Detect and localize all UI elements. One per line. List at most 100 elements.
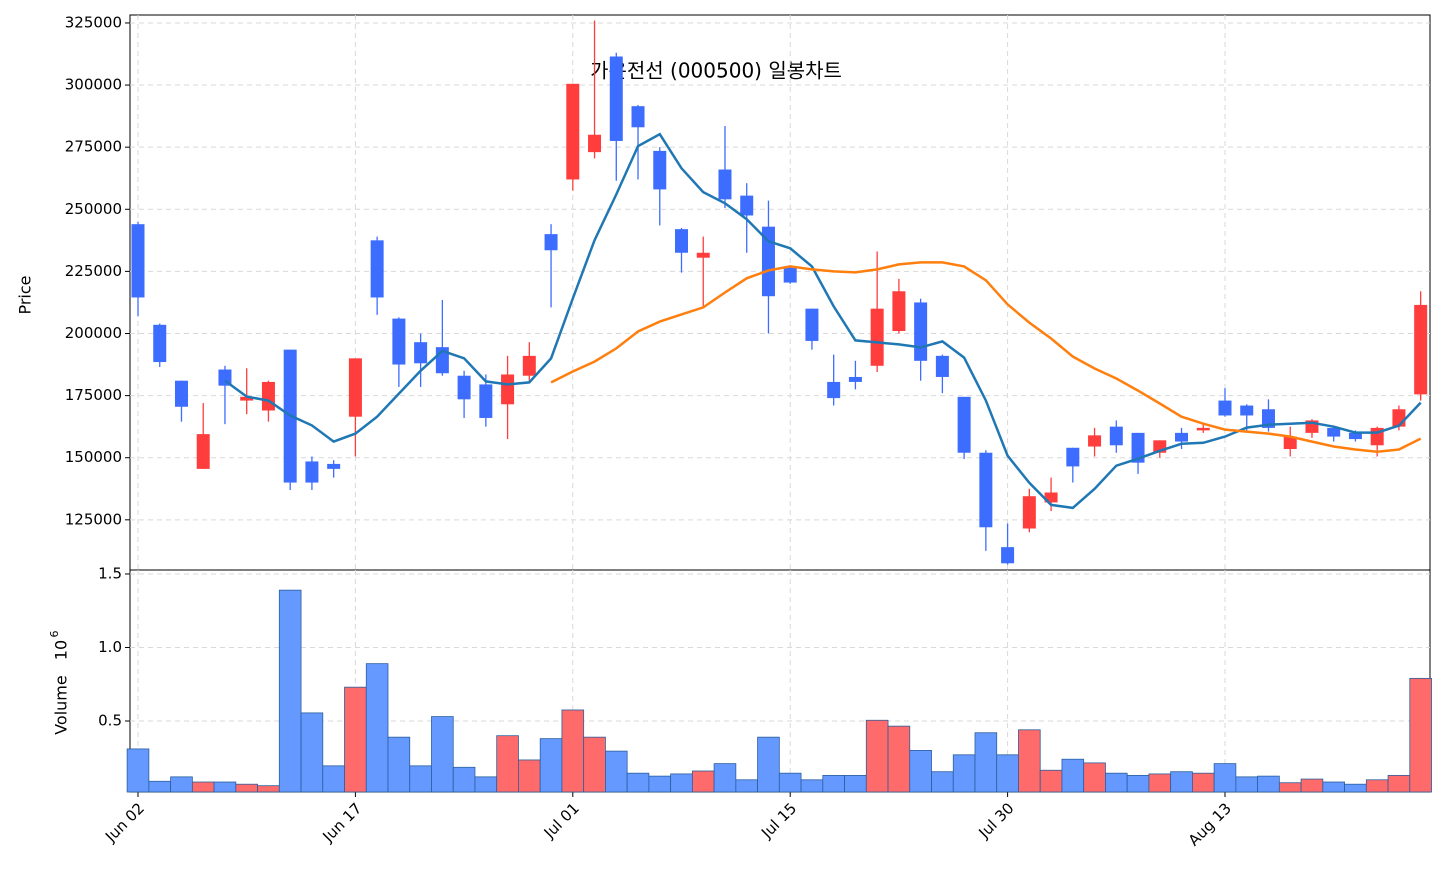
volume-bar xyxy=(409,765,432,793)
candle-body xyxy=(566,83,580,180)
price-panel xyxy=(129,14,1431,571)
volume-bar xyxy=(1278,782,1302,793)
volume-bar xyxy=(931,771,954,793)
volume-bar xyxy=(1105,772,1128,793)
volume-bar xyxy=(887,725,911,793)
volume-bar xyxy=(257,785,280,793)
candle-body xyxy=(848,376,862,382)
volume-bar xyxy=(1170,771,1193,793)
x-tick-label: Aug 13 xyxy=(1185,799,1235,849)
volume-bar xyxy=(1191,772,1215,793)
volume-bar xyxy=(539,738,563,793)
y-tick-label: 150000 xyxy=(65,448,122,466)
candle-body xyxy=(1109,426,1123,446)
volume-bar xyxy=(1126,774,1150,793)
candle-body xyxy=(174,380,188,407)
candle-body xyxy=(1414,304,1428,395)
x-tick-label: Jul 15 xyxy=(757,799,800,842)
volume-bar xyxy=(605,750,628,793)
volume-bar xyxy=(1235,776,1259,793)
volume-bar xyxy=(278,589,302,793)
x-tick-label: Jul 30 xyxy=(975,799,1018,842)
candle-body xyxy=(392,318,406,365)
candle-body xyxy=(675,229,688,253)
volume-bar xyxy=(670,773,693,793)
candle-body xyxy=(261,381,275,411)
y-tick-label: 225000 xyxy=(65,262,122,280)
volume-bar xyxy=(1387,774,1411,793)
x-tick-label: Jun 17 xyxy=(319,799,366,846)
candle-body xyxy=(153,324,167,363)
volume-bar xyxy=(387,736,411,793)
volume-bar xyxy=(713,763,737,793)
candle-body xyxy=(1327,427,1341,437)
volume-bar xyxy=(235,783,258,793)
candle-body xyxy=(696,252,710,258)
candle-body xyxy=(544,234,558,251)
candle-body xyxy=(1044,492,1058,503)
candle-body xyxy=(348,358,362,417)
candle-body xyxy=(457,375,471,400)
volume-bar xyxy=(757,736,780,793)
volume-bar xyxy=(1213,763,1237,793)
volume-bar xyxy=(365,663,389,793)
candle-body xyxy=(827,381,841,399)
volume-bar xyxy=(800,779,824,793)
candle-body xyxy=(718,169,732,200)
moving-average-line xyxy=(224,132,1422,510)
y-axis-label: Price xyxy=(16,275,35,314)
volume-bar xyxy=(452,766,476,793)
volume-bar xyxy=(1018,729,1041,793)
candle-body xyxy=(327,463,341,469)
volume-bar xyxy=(1344,783,1367,793)
volume-bar xyxy=(170,776,193,793)
candle-body xyxy=(1240,405,1254,416)
candle-body xyxy=(1218,400,1232,416)
candle-body xyxy=(414,342,428,364)
volume-bar xyxy=(844,774,867,793)
candle-body xyxy=(631,106,645,128)
volume-offset-exp: 6 xyxy=(48,631,61,638)
y-tick-label: 200000 xyxy=(65,324,122,342)
candle-body xyxy=(805,308,819,341)
y-tick-label: 275000 xyxy=(65,138,122,156)
volume-bar xyxy=(126,748,150,793)
candle-body xyxy=(609,56,623,141)
candle-body xyxy=(131,224,145,298)
y-tick-label: 125000 xyxy=(65,510,122,528)
y-tick-label: 300000 xyxy=(65,76,122,94)
volume-bar xyxy=(1322,781,1345,793)
volume-bar xyxy=(1148,773,1172,793)
candle-body xyxy=(783,266,797,283)
moving-average-line xyxy=(550,261,1422,453)
volume-bar xyxy=(909,749,932,793)
volume-tick-label: 1.5 xyxy=(98,564,122,582)
candle-body xyxy=(957,396,971,453)
volume-bar xyxy=(1409,677,1432,793)
volume-bar xyxy=(561,709,585,793)
candle-body xyxy=(501,374,515,405)
candle-body xyxy=(1022,496,1036,529)
candle-body xyxy=(653,150,667,190)
y-tick-label: 175000 xyxy=(65,386,122,404)
candle-body xyxy=(1175,432,1189,442)
volume-bar xyxy=(474,776,498,793)
volume-bar xyxy=(1061,758,1085,793)
candle-body xyxy=(1131,432,1145,463)
candle-body xyxy=(588,134,602,153)
volume-axis-label: Volume xyxy=(52,675,71,735)
x-tick-label: Jul 01 xyxy=(540,799,583,842)
candle-body xyxy=(1001,547,1015,564)
volume-panel xyxy=(129,569,1431,793)
y-tick-label: 250000 xyxy=(65,200,122,218)
candle-body xyxy=(370,240,384,298)
x-tick-label: Jun 02 xyxy=(101,799,148,846)
candle-body xyxy=(870,308,884,366)
volume-bar xyxy=(865,719,889,793)
candle-body xyxy=(979,452,993,528)
volume-bar xyxy=(1039,769,1063,793)
candle-body xyxy=(240,396,254,401)
volume-bar xyxy=(1300,778,1324,793)
volume-tick-label: 1.0 xyxy=(98,638,122,656)
y-tick-label: 325000 xyxy=(65,13,122,31)
